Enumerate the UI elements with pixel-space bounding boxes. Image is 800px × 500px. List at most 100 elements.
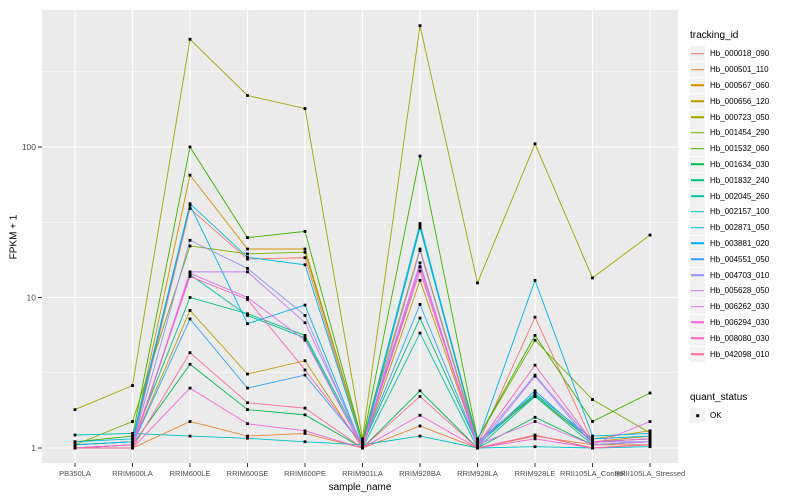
legend-item-label: Hb_002871_050 (710, 223, 770, 233)
data-point (533, 333, 537, 337)
legend-item-Hb_001634_030: Hb_001634_030 (690, 156, 798, 173)
data-point (648, 440, 652, 444)
legend-item-Hb_001454_290: Hb_001454_290 (690, 125, 798, 141)
legend: tracking_id Hb_000018_090 Hb_000501_110 Hb… (690, 30, 798, 424)
x-tick-label: RRIM600SE (227, 469, 269, 478)
data-point (303, 314, 307, 317)
legend-item-label: Hb_005628_050 (710, 286, 770, 296)
data-point (648, 443, 652, 447)
data-point (246, 312, 249, 316)
data-point (188, 145, 192, 149)
legend-item-Hb_006294_030: Hb_006294_030 (690, 314, 798, 331)
legend-item-label: Hb_000018_090 (710, 49, 770, 59)
data-point (418, 302, 422, 306)
legend-item-label: Hb_001454_290 (710, 128, 770, 138)
data-point (591, 443, 594, 447)
legend-line-key-icon (690, 267, 705, 283)
data-point (303, 432, 307, 435)
legend-line-key-icon (690, 109, 705, 125)
data-point (303, 250, 307, 254)
data-point (533, 338, 537, 342)
data-point (418, 269, 422, 273)
data-point (476, 443, 479, 447)
data-point (648, 432, 652, 435)
data-point (303, 406, 307, 410)
data-point (418, 424, 422, 428)
data-point (418, 316, 422, 320)
legend-item-label: Hb_000656_120 (710, 96, 770, 106)
data-point (533, 415, 537, 419)
legend-item-label: Hb_003881_020 (710, 238, 770, 248)
data-point (188, 434, 192, 438)
data-point (188, 275, 192, 278)
data-point (476, 281, 479, 285)
data-point (591, 446, 594, 450)
data-point (533, 393, 537, 397)
data-point (246, 257, 249, 261)
data-point (131, 446, 134, 450)
legend-line-key-icon (690, 220, 705, 236)
data-point (418, 278, 422, 282)
legend-item-label: OK (710, 411, 722, 421)
legend-item-label: Hb_001634_030 (710, 159, 770, 169)
legend-item-label: Hb_000723_050 (710, 112, 770, 122)
legend-line-key-icon (690, 283, 705, 299)
legend-line-key-icon (690, 235, 705, 251)
data-point (648, 429, 652, 433)
data-point (418, 331, 422, 335)
data-point (648, 434, 652, 438)
legend-item-Hb_000723_050: Hb_000723_050 (690, 109, 798, 125)
data-point (188, 202, 192, 206)
data-point (246, 372, 249, 376)
legend-line-key-icon (690, 314, 705, 330)
legend-item-Hb_002157_100: Hb_002157_100 (690, 204, 798, 220)
data-point (418, 24, 422, 28)
legend-title-tracking-id: tracking_id (690, 30, 739, 41)
data-point (188, 362, 192, 366)
legend-item-label: Hb_042098_010 (710, 349, 770, 359)
data-point (533, 420, 537, 423)
data-point (648, 445, 652, 449)
legend-line-key-icon (690, 346, 705, 362)
legend-line-key-icon (690, 46, 705, 62)
x-axis-title: sample_name (328, 482, 392, 493)
legend-item-label: Hb_004551_050 (710, 254, 770, 264)
data-point (246, 247, 249, 251)
data-point (476, 440, 479, 444)
legend-item-label: Hb_000567_060 (710, 80, 770, 90)
data-point (303, 107, 307, 110)
x-tick-label: PB350LA (59, 469, 91, 478)
y-tick-label: 1 (31, 443, 36, 453)
data-point (188, 420, 192, 423)
data-point (131, 434, 134, 438)
x-tick-label: RRIM600PE (284, 469, 326, 478)
data-point (246, 94, 249, 97)
data-point (418, 395, 422, 398)
data-point (533, 315, 537, 319)
data-point (246, 408, 249, 411)
legend-item-label: Hb_002157_100 (710, 207, 770, 217)
data-point (73, 446, 77, 450)
legend-item-Hb_002871_050: Hb_002871_050 (690, 220, 798, 236)
data-point (188, 244, 192, 248)
legend-item-Hb_005628_050: Hb_005628_050 (690, 283, 798, 299)
black-square-key-icon (690, 408, 705, 424)
data-point (533, 389, 537, 393)
data-point (418, 247, 422, 251)
legend-item-Hb_001832_240: Hb_001832_240 (690, 172, 798, 188)
data-point (246, 422, 249, 426)
data-point (246, 298, 249, 301)
data-point (131, 437, 134, 441)
data-point (246, 252, 249, 256)
legend-item-label: Hb_000501_110 (710, 65, 769, 75)
y-axis-title: FPKM + 1 (8, 214, 20, 260)
legend-item-Hb_004551_050: Hb_004551_050 (690, 251, 798, 267)
data-point (533, 395, 537, 398)
legend-item-label: Hb_006262_030 (710, 302, 770, 312)
data-point (188, 207, 192, 210)
data-point (303, 338, 307, 342)
data-point (361, 443, 364, 447)
y-tick-label: 100 (22, 142, 36, 152)
data-point (188, 173, 192, 177)
legend-item-Hb_002045_260: Hb_002045_260 (690, 188, 798, 204)
